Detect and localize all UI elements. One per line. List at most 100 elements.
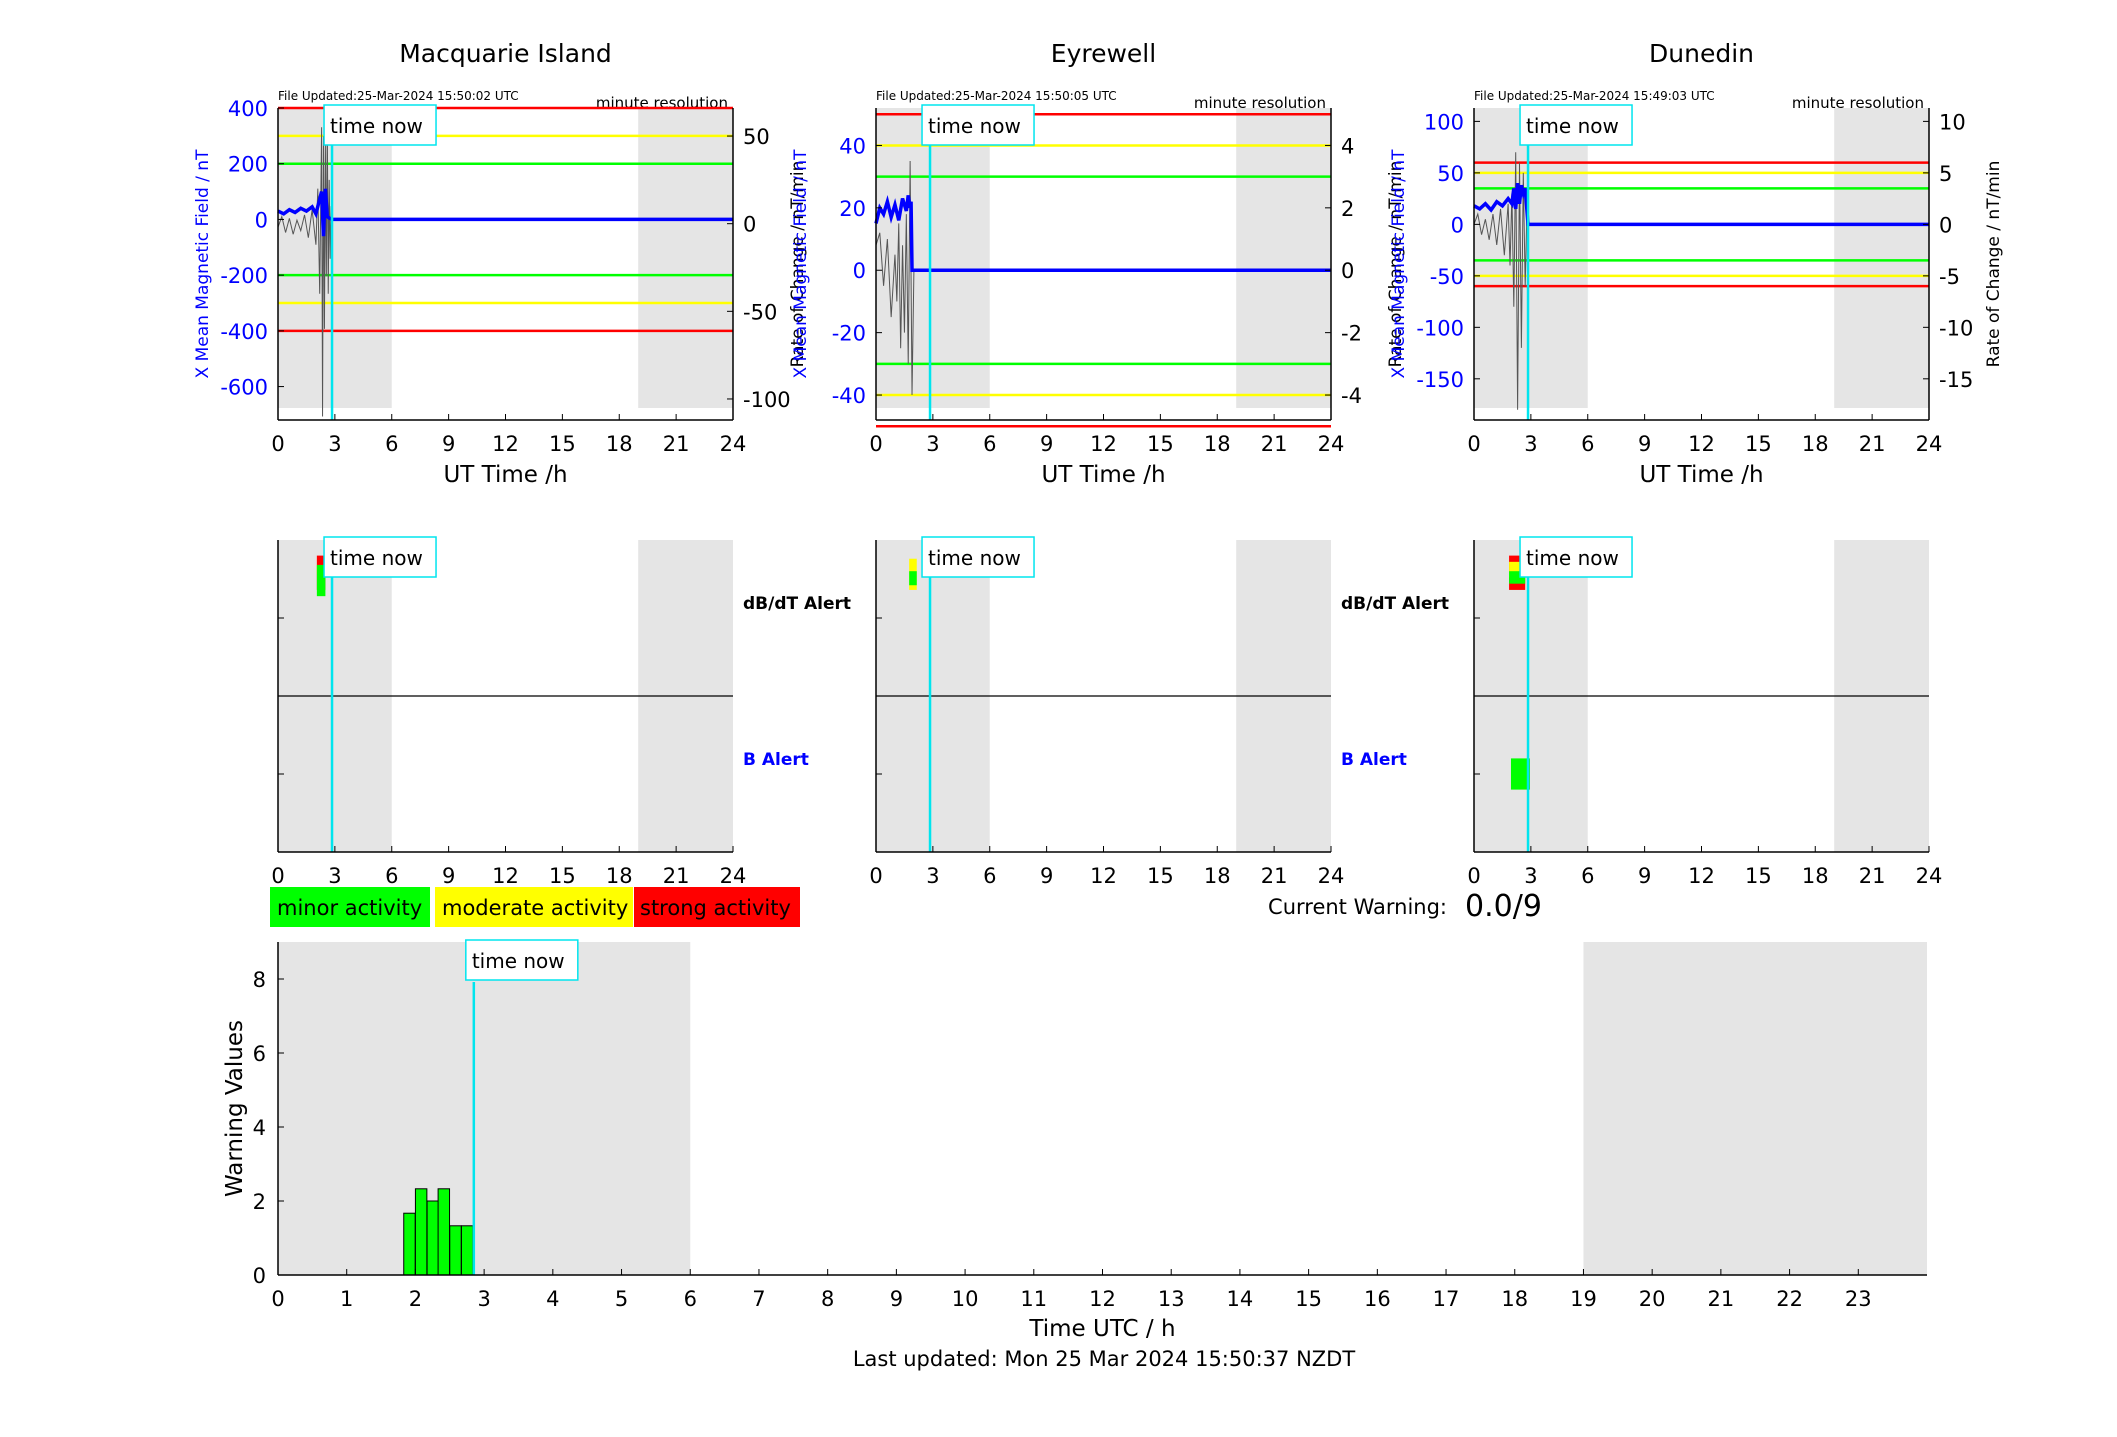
warning-x-tick-label: 17 [1433,1287,1460,1311]
warning-y-tick-label: 4 [253,1116,266,1140]
y-tick-label: 50 [1437,162,1464,186]
right-y-axis-label: Rate of Change / nT/min [788,161,808,368]
alert-x-tick-label: 9 [1040,864,1053,888]
y2-tick-label: -100 [743,388,791,412]
x-tick-label: 9 [442,432,455,456]
x-tick-label: 15 [1147,432,1174,456]
time-now-box [921,536,1035,578]
warning-x-tick-label: 4 [546,1287,559,1311]
warning-x-tick-label: 7 [752,1287,765,1311]
warning-bar [460,1225,474,1276]
x-tick-label: 3 [1524,432,1537,456]
legend-moderate-label: moderate activity [442,896,628,920]
warning-y-tick-label: 6 [253,1042,266,1066]
y2-tick-label: 2 [1341,197,1354,221]
dbdt-alert-block [316,564,326,597]
warning-x-tick-label: 21 [1708,1287,1735,1311]
b-alert-label: B Alert [1341,750,1407,770]
dbdt-alert-label: dB/dT Alert [743,594,851,614]
y-tick-label: -40 [832,384,866,408]
x-tick-label: 21 [663,432,690,456]
warning-x-tick-label: 5 [615,1287,628,1311]
y2-tick-label: -50 [743,300,777,324]
alert-x-tick-label: 6 [983,864,996,888]
time-now-label: time now [1526,114,1619,138]
file-updated: File Updated:25-Mar-2024 15:50:02 UTC [278,89,519,103]
alert-x-tick-label: 3 [1524,864,1537,888]
y-tick-label: 0 [853,259,866,283]
warning-x-tick-label: 2 [409,1287,422,1311]
activity-legend: minor activity moderate activity strong … [270,887,800,927]
warning-y-tick-label: 0 [253,1264,266,1288]
warning-y-axis-label: Warning Values [222,1020,248,1197]
right-y-axis-label: Rate of Change / nT/min [1386,161,1406,368]
y2-tick-label: 50 [743,125,770,149]
y2-tick-label: 0 [743,213,756,237]
alert-x-tick-label: 18 [1204,864,1231,888]
y-tick-label: -50 [1430,265,1464,289]
minute-resolution: minute resolution [1194,94,1326,112]
left-y-axis-label: X Mean Magnetic Field / nT [791,149,811,379]
alert-x-tick-label: 12 [1688,864,1715,888]
warning-x-tick-label: 22 [1776,1287,1803,1311]
left-y-axis-label: X Mean Magnetic Field / nT [1389,149,1409,379]
legend-moderate-swatch [435,887,633,927]
x-axis-label: UT Time /h [1639,462,1763,488]
alert-x-tick-label: 3 [328,864,341,888]
y2-tick-label: -15 [1939,368,1973,392]
alert-x-tick-label: 6 [1581,864,1594,888]
alert-x-tick-label: 15 [1745,864,1772,888]
y-tick-label: 0 [1451,213,1464,237]
x-tick-label: 0 [869,432,882,456]
alert-x-tick-label: 18 [1802,864,1829,888]
x-tick-label: 15 [549,432,576,456]
station-title: Eyrewell [1051,39,1156,68]
warning-x-tick-label: 16 [1364,1287,1391,1311]
y-tick-label: -100 [1416,316,1464,340]
x-tick-label: 3 [328,432,341,456]
warning-bar [414,1188,428,1276]
warning-x-tick-label: 14 [1227,1287,1254,1311]
left-y-axis-label: X Mean Magnetic Field / nT [193,149,213,379]
alert-x-tick-label: 15 [549,864,576,888]
y2-tick-label: -5 [1939,265,1960,289]
warning-y-tick-label: 8 [253,968,266,992]
field-series [874,194,1331,272]
alert-x-tick-label: 21 [1859,864,1886,888]
time-now-box [1519,536,1633,578]
alert-x-tick-label: 0 [271,864,284,888]
time-now-box [323,536,437,578]
y2-tick-label: -10 [1939,316,1973,340]
x-tick-label: 9 [1638,432,1651,456]
shaded-night-band [1474,108,1588,408]
station-title: Macquarie Island [399,39,612,68]
current-warning-value: 0.0/9 [1465,889,1542,924]
y-tick-label: -20 [832,322,866,346]
warning-x-axis-label: Time UTC / h [1028,1316,1175,1342]
x-tick-label: 18 [1802,432,1829,456]
x-tick-label: 18 [1204,432,1231,456]
warning-x-tick-label: 18 [1501,1287,1528,1311]
x-tick-label: 3 [926,432,939,456]
x-tick-label: 12 [1090,432,1117,456]
y2-tick-label: -4 [1341,384,1362,408]
x-tick-label: 6 [983,432,996,456]
file-updated: File Updated:25-Mar-2024 15:49:03 UTC [1474,89,1715,103]
warning-x-tick-label: 9 [890,1287,903,1311]
warning-bar [403,1212,416,1276]
time-now-label: time now [472,949,565,973]
x-tick-label: 24 [1916,432,1943,456]
time-now-box [921,104,1035,146]
alert-x-tick-label: 15 [1147,864,1174,888]
y-tick-label: -200 [220,264,268,288]
time-now-box [1519,104,1633,146]
time-now-label: time now [330,546,423,570]
x-tick-label: 24 [1318,432,1345,456]
right-y-axis-label: Rate of Change / nT/min [1984,161,2004,368]
alert-panel: time now 0 3 6 9 12 15 18 21 24 [1467,536,1942,888]
warning-x-tick-label: 19 [1570,1287,1597,1311]
x-tick-label: 0 [1467,432,1480,456]
y-tick-label: 0 [255,208,268,232]
alert-x-tick-label: 3 [926,864,939,888]
alert-x-tick-label: 24 [1318,864,1345,888]
